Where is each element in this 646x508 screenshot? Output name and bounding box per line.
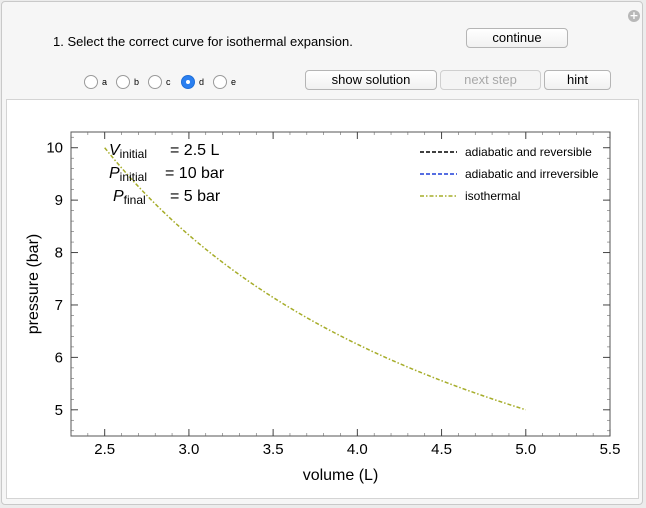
param-p-initial: Pinitial [109,165,147,184]
radio-button-icon[interactable] [84,75,98,89]
show-solution-button[interactable]: show solution [305,70,437,90]
y-tick-label: 5 [55,402,63,419]
y-tick-label: 8 [55,245,63,262]
x-tick-label: 5.0 [515,441,536,458]
y-tick-label: 7 [55,297,63,314]
radio-label: d [199,77,205,87]
radio-button-icon[interactable] [181,75,195,89]
legend-label: adiabatic and reversible [465,145,592,159]
param-v-initial: Vinitial [109,142,147,161]
x-tick-label: 2.5 [94,441,115,458]
x-tick-label: 4.0 [347,441,368,458]
pressure-volume-chart: 2.5 3.0 3.5 4.0 4.5 5.0 5.5 5 6 7 8 9 10 volume (L) pr… [25,131,621,484]
radio-label: e [231,77,237,87]
radio-label: a [102,77,108,87]
y-axis-label: pressure (bar) [25,234,42,334]
x-tick-label: 3.5 [263,441,284,458]
x-axis-label: volume (L) [303,467,379,484]
hint-button[interactable]: hint [544,70,611,90]
radio-button-icon[interactable] [213,75,227,89]
radio-button-icon[interactable] [116,75,130,89]
x-tick-label: 5.5 [600,441,621,458]
param-value: = 5 bar [170,188,221,205]
series-line-isothermal [104,147,527,411]
param-p-final: Pfinal [113,188,146,207]
y-tick-label: 9 [55,192,63,209]
radio-label: b [134,77,140,87]
continue-button[interactable]: continue [466,28,568,48]
plus-icon[interactable]: + [628,9,640,22]
radio-button-icon[interactable] [148,75,162,89]
x-tick-label: 3.0 [178,441,199,458]
param-value: = 2.5 L [170,142,219,159]
plot-area: 2.5 3.0 3.5 4.0 4.5 5.0 5.5 5 6 7 8 9 10 volume (L) pr… [6,99,639,499]
param-value: = 10 bar [165,165,225,182]
y-tick-label: 6 [55,349,63,366]
radio-label: c [166,77,171,87]
x-tick-label: 4.5 [431,441,452,458]
legend-label: isothermal [465,189,520,203]
legend-label: adiabatic and irreversible [465,167,599,181]
next-step-button[interactable]: next step [440,70,541,90]
question-text: 1. Select the correct curve for isotherm… [53,34,353,49]
y-tick-label: 10 [46,140,63,157]
